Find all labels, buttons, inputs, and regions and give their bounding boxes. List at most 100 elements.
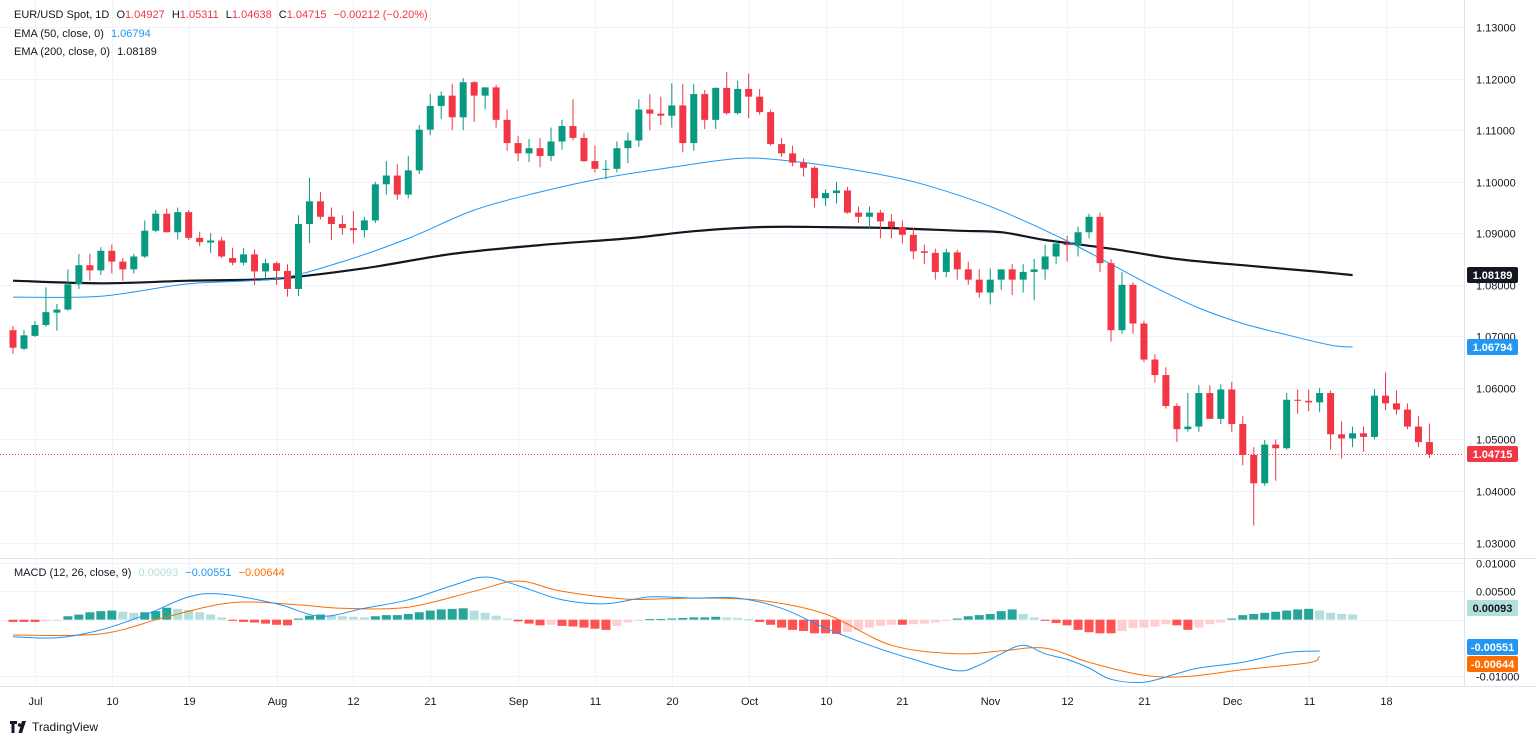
- candle-body: [789, 153, 797, 163]
- candle-body: [371, 184, 379, 221]
- candle-body: [229, 258, 237, 263]
- macd-legend[interactable]: MACD (12, 26, close, 9) 0.00093 −0.00551…: [14, 567, 289, 579]
- macd-hist-bar: [217, 617, 227, 620]
- time-tick-label: Nov: [981, 696, 1001, 708]
- last-price-label: 1.04715: [1473, 449, 1513, 461]
- macd-hist-bar: [985, 613, 995, 620]
- candle-body: [108, 250, 116, 262]
- macd-hist-bar: [381, 615, 391, 620]
- time-tick-label: Dec: [1223, 696, 1243, 708]
- macd-hist-bar: [1007, 609, 1017, 620]
- time-tick-label: 11: [1304, 696, 1315, 708]
- candle-body: [152, 213, 160, 231]
- macd-tick-label: 0.00500: [1476, 587, 1516, 599]
- ema200-price-label: 1.08189: [1473, 270, 1513, 282]
- pane-separators: [0, 0, 1536, 687]
- candle-body: [1206, 393, 1214, 419]
- candle-body: [1074, 232, 1082, 246]
- candle-body: [1283, 399, 1291, 449]
- candle-body: [1151, 359, 1159, 376]
- macd-hist-bar: [1150, 619, 1160, 627]
- candle-body: [349, 228, 357, 231]
- macd-hist-bar: [425, 610, 435, 620]
- candle-body: [185, 212, 193, 238]
- price-axis[interactable]: 1.13000 1.12000 1.11000 1.10000 1.09000 1.080…: [1476, 23, 1516, 551]
- candle-body: [887, 221, 895, 228]
- candle-body: [558, 126, 566, 142]
- macd-hist-bar: [370, 616, 380, 620]
- macd-hist-bar: [689, 617, 699, 620]
- candle-body: [964, 269, 972, 280]
- macd-hist-bar: [788, 619, 798, 630]
- last-price-label-bg: [1467, 446, 1518, 462]
- macd-hist-bar: [799, 619, 809, 632]
- macd-hist-bar: [832, 619, 841, 634]
- candle-body: [1414, 426, 1422, 443]
- candle-body: [1107, 263, 1115, 331]
- macd-hist-axis-label-bg: [1467, 600, 1518, 616]
- candle-body: [1371, 395, 1379, 437]
- open-value: 1.04927: [125, 9, 165, 21]
- candle-body: [745, 88, 753, 97]
- candle-body: [690, 94, 698, 144]
- macd-hist-bar: [941, 619, 951, 621]
- macd-hist-bar: [1117, 619, 1127, 632]
- ema200-legend[interactable]: EMA (200, close, 0) 1.08189: [14, 46, 161, 58]
- candle-body: [723, 87, 731, 114]
- macd-hist-bar: [41, 619, 51, 622]
- macd-axis[interactable]: 0.01000 0.00500 -0.01000: [1476, 559, 1519, 684]
- candle-body: [942, 252, 950, 272]
- candle-body: [1272, 444, 1280, 449]
- candle-body: [646, 109, 654, 114]
- macd-hist-bar: [1128, 619, 1138, 629]
- macd-hist-bar: [315, 614, 325, 620]
- low-label: L: [225, 9, 232, 21]
- macd-hist-bar: [645, 619, 655, 621]
- macd-hist-bar: [85, 612, 95, 620]
- candle-body: [580, 137, 588, 162]
- symbol-name[interactable]: EUR/USD Spot, 1D: [14, 9, 110, 21]
- ema-50-series: [12, 157, 1353, 348]
- time-tick-label: Oct: [741, 696, 758, 708]
- candle-body: [207, 240, 215, 243]
- macd-hist-bar: [864, 619, 874, 628]
- candle-body: [953, 252, 961, 270]
- time-axis[interactable]: Jul 10 19 Aug 12 21 Sep 11 20 Oct 10 21 Nov 12 21 Dec 11…: [28, 696, 1392, 708]
- macd-hist-axis-label: 0.00093: [1473, 603, 1513, 615]
- candle-body: [119, 261, 127, 270]
- candle-body: [1392, 403, 1400, 410]
- close-label: C: [278, 9, 287, 21]
- macd-hist-bar: [590, 619, 600, 629]
- macd-hist-bar: [601, 619, 611, 630]
- macd-hist-bar: [436, 609, 446, 620]
- candle-body: [865, 212, 873, 217]
- macd-hist-bar: [1139, 619, 1149, 628]
- macd-hist-bar: [667, 618, 677, 620]
- tradingview-logo[interactable]: TradingView: [10, 720, 98, 734]
- candle-body: [822, 193, 830, 199]
- low-value: 1.04638: [231, 9, 272, 21]
- macd-hist-bar: [1260, 612, 1270, 620]
- candle-body: [273, 263, 281, 271]
- candle-body: [251, 254, 259, 272]
- macd-hist-bar: [1194, 619, 1204, 628]
- time-tick-label: 11: [590, 696, 601, 708]
- candle-body: [294, 223, 302, 289]
- macd-hist-bar: [1326, 612, 1336, 620]
- macd-hist-bar: [502, 618, 512, 620]
- change-value: −0.00212 (−0.20%): [333, 9, 428, 21]
- candle-body: [459, 82, 467, 118]
- time-tick-label: 21: [896, 696, 908, 708]
- macd-hist-bar: [206, 614, 216, 620]
- candle-body: [1162, 375, 1170, 406]
- candle-body: [1096, 216, 1104, 264]
- candle-body: [97, 250, 105, 271]
- macd-hist-bar: [557, 619, 567, 626]
- high-label: H: [171, 9, 180, 21]
- macd-hist-bar: [447, 608, 457, 620]
- ema50-legend[interactable]: EMA (50, close, 0) 1.06794: [14, 28, 155, 40]
- macd-hist-bar: [678, 617, 688, 620]
- candle-body: [1338, 434, 1346, 439]
- candle-body: [1294, 399, 1302, 401]
